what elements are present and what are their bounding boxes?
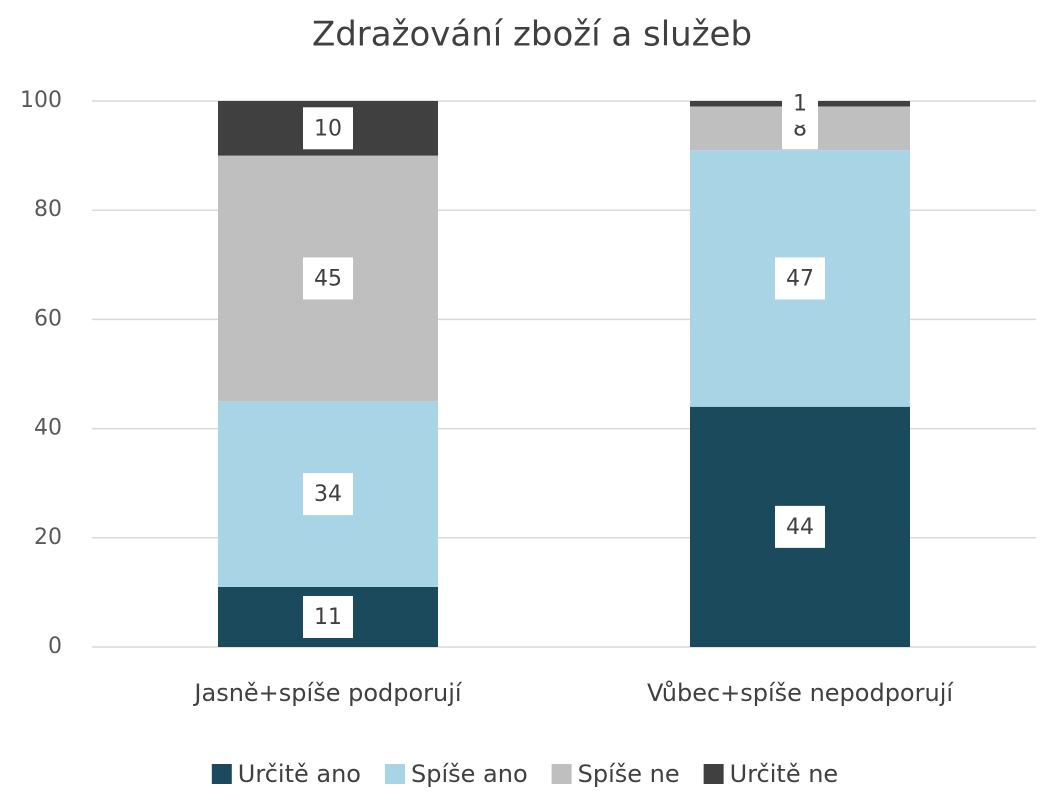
legend-swatch <box>703 764 724 784</box>
y-tick-label: 60 <box>34 306 62 331</box>
data-label-box <box>782 82 818 125</box>
data-label-box <box>303 257 353 300</box>
legend-label: Spíše ano <box>411 760 528 788</box>
data-label-box <box>775 505 825 548</box>
legend-label: Určitě ne <box>730 760 839 788</box>
data-label: 10 <box>314 116 342 141</box>
legend-swatch <box>384 764 405 784</box>
chart-title: Zdražování zboží a služeb <box>312 15 752 55</box>
data-label-box <box>303 595 353 638</box>
y-tick-label: 0 <box>48 634 62 659</box>
legend-swatch <box>211 764 232 784</box>
y-tick-label: 100 <box>20 88 62 113</box>
y-tick-label: 40 <box>34 416 62 441</box>
data-label: 11 <box>314 605 342 630</box>
data-label-box <box>303 473 353 516</box>
y-tick-label: 20 <box>34 525 62 550</box>
legend-label: Spíše ne <box>578 760 680 788</box>
data-label: 34 <box>314 482 342 507</box>
data-label: 1 <box>793 92 807 117</box>
x-tick-label: Jasně+spíše podporují <box>192 679 462 707</box>
x-tick-label: Vůbec+spíše nepodporují <box>647 679 954 707</box>
legend-swatch <box>551 764 572 784</box>
data-label: 47 <box>786 266 814 291</box>
legend-label: Určitě ano <box>238 760 361 788</box>
data-label-box <box>775 257 825 300</box>
data-label: 45 <box>314 266 342 291</box>
data-label: 44 <box>786 515 814 540</box>
data-label-box <box>303 107 353 150</box>
y-tick-label: 80 <box>34 197 62 222</box>
